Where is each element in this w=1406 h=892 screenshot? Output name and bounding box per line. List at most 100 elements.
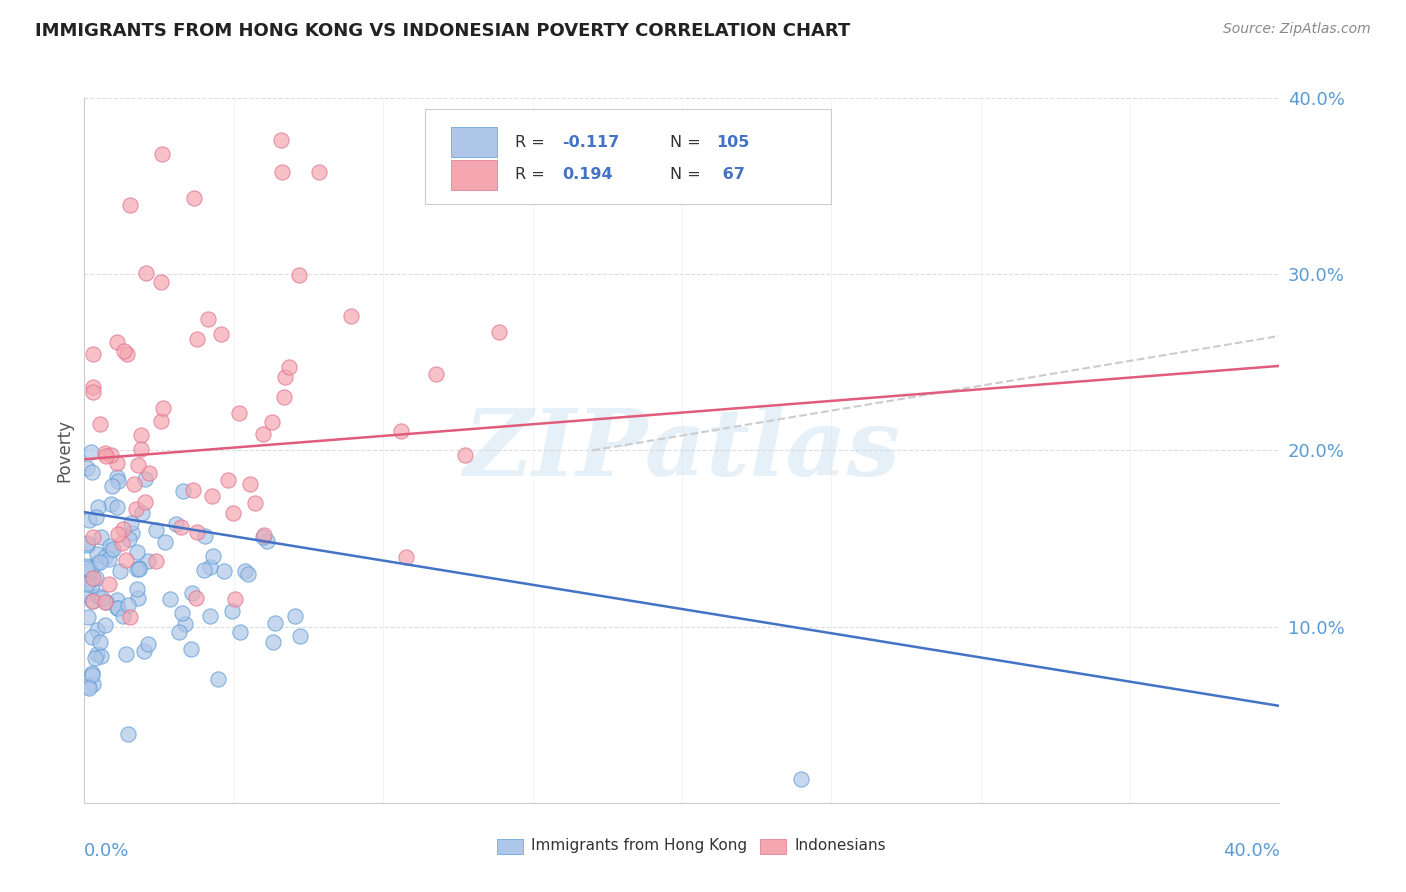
Point (87, 589, 110, 603)
Point (145, 524, 167, 538)
Point (82, 578, 104, 592)
Point (117, 533, 139, 547)
Point (105, 457, 128, 471)
Point (264, 615, 287, 630)
Point (80, 445, 103, 459)
Point (76, 577, 98, 591)
Point (89, 634, 111, 648)
Text: -0.117: -0.117 (562, 135, 620, 150)
Point (80, 665, 103, 680)
Text: Immigrants from Hong Kong: Immigrants from Hong Kong (531, 838, 748, 854)
Point (120, 516, 142, 530)
Point (253, 528, 276, 542)
Point (82, 465, 104, 479)
Point (212, 565, 235, 579)
Point (111, 535, 134, 549)
Point (395, 549, 418, 564)
Point (252, 426, 274, 441)
Point (76, 587, 98, 601)
Point (150, 414, 173, 428)
Point (488, 325, 510, 339)
Point (308, 165, 330, 179)
Point (86, 623, 108, 637)
Point (221, 506, 243, 520)
Text: Source: ZipAtlas.com: Source: ZipAtlas.com (1223, 22, 1371, 37)
Point (96, 449, 118, 463)
Point (105, 592, 128, 607)
Point (153, 534, 176, 549)
Point (80, 668, 103, 682)
Point (172, 606, 194, 620)
Point (120, 610, 142, 624)
Point (150, 147, 173, 161)
Point (277, 360, 299, 375)
Point (114, 647, 136, 661)
Point (127, 458, 149, 472)
Point (181, 483, 204, 497)
Point (389, 424, 412, 438)
Point (79, 563, 101, 577)
Point (194, 528, 217, 542)
Point (76, 461, 98, 475)
Point (262, 634, 284, 648)
Point (105, 500, 128, 515)
Point (174, 617, 197, 632)
Point (112, 609, 135, 624)
Point (108, 564, 131, 578)
Point (339, 309, 361, 323)
Point (77, 681, 100, 696)
Point (82, 677, 104, 691)
Point (112, 344, 135, 359)
Point (105, 470, 128, 484)
Point (228, 406, 250, 420)
Point (127, 562, 149, 576)
Point (170, 519, 193, 533)
Point (274, 369, 297, 384)
Text: 67: 67 (717, 167, 744, 182)
Point (117, 598, 139, 612)
Point (111, 522, 134, 536)
Point (127, 591, 149, 606)
Point (138, 466, 160, 480)
Point (107, 474, 129, 488)
Point (76, 559, 98, 574)
FancyBboxPatch shape (425, 109, 831, 204)
Point (89, 417, 111, 431)
Point (135, 266, 157, 280)
Point (124, 501, 146, 516)
Point (288, 629, 311, 643)
Point (97, 551, 120, 566)
Point (79, 573, 101, 587)
Point (76, 536, 98, 550)
Point (89, 555, 111, 569)
Point (236, 566, 259, 581)
Text: ZIPatlas: ZIPatlas (464, 406, 900, 495)
Point (94, 445, 117, 459)
Point (127, 545, 149, 559)
Point (731, 188, 754, 202)
Point (79, 574, 101, 588)
Point (100, 448, 122, 462)
Point (86, 647, 108, 661)
Y-axis label: Poverty: Poverty (55, 419, 73, 482)
Point (118, 198, 141, 212)
Point (229, 625, 252, 640)
Point (790, 772, 813, 786)
Point (77, 680, 100, 694)
Point (82, 530, 104, 544)
Point (138, 554, 160, 568)
FancyBboxPatch shape (451, 127, 496, 157)
Text: 0.194: 0.194 (562, 167, 613, 182)
Point (198, 560, 221, 574)
Point (181, 585, 204, 599)
Point (84, 510, 107, 524)
Point (233, 564, 256, 578)
Point (125, 582, 148, 596)
Text: N =: N = (671, 135, 700, 150)
Point (262, 415, 284, 429)
Point (132, 644, 155, 658)
Point (76, 610, 98, 624)
Point (273, 390, 295, 404)
Point (183, 191, 205, 205)
Point (221, 604, 243, 618)
